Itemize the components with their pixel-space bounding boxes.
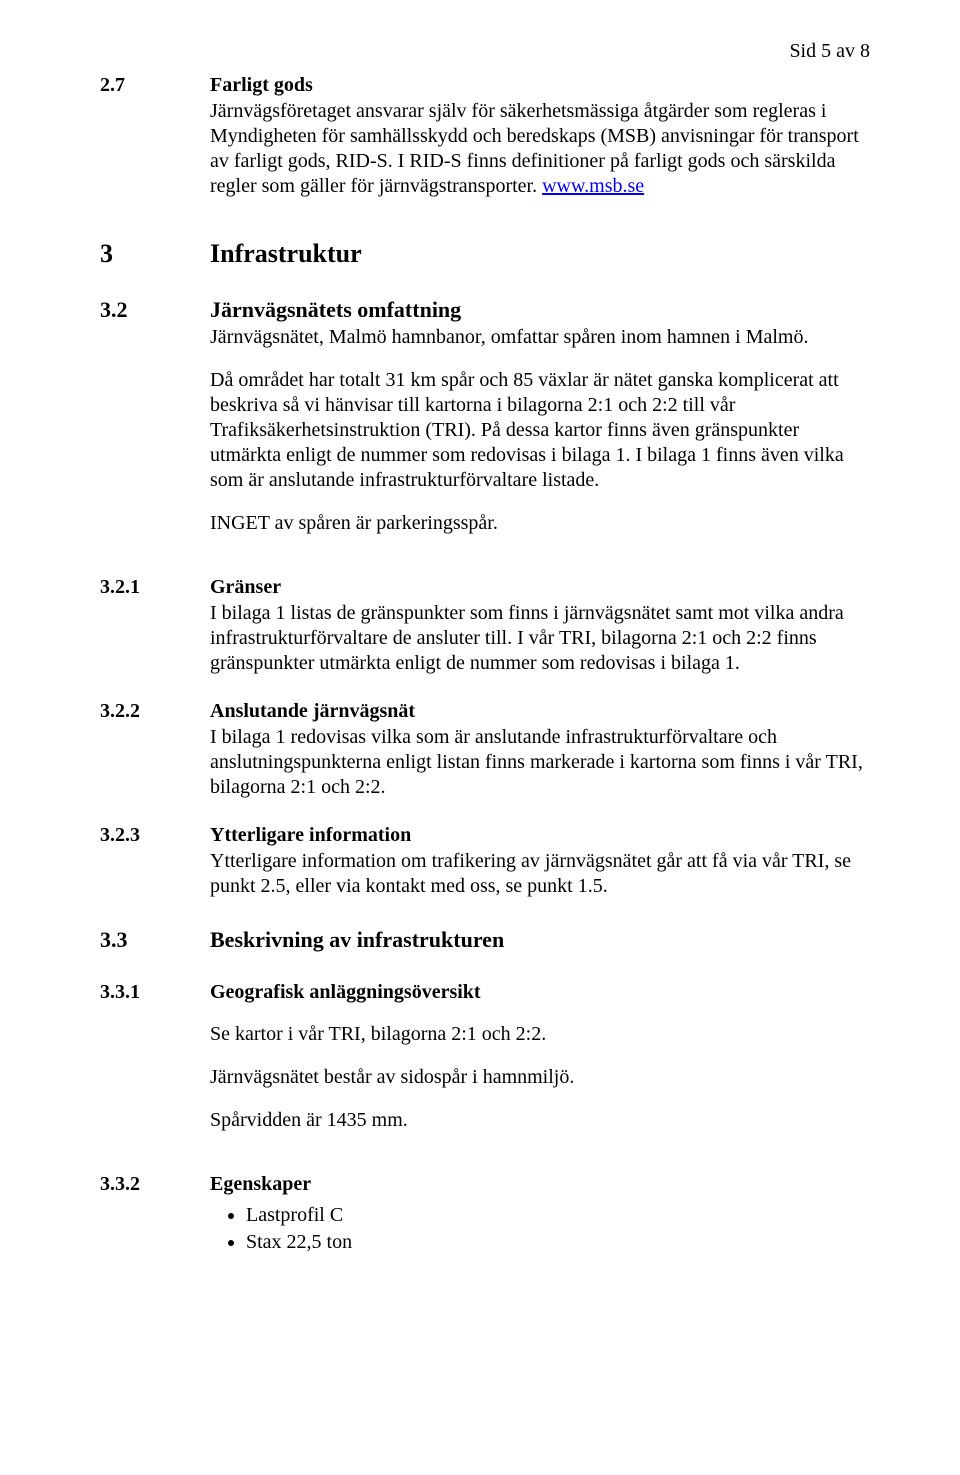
list-item: Stax 22,5 ton	[246, 1229, 870, 1256]
section-3-2-1: 3.2.1 Gränser I bilaga 1 listas de gräns…	[100, 576, 870, 676]
section-2-7: 2.7 Farligt gods Järnvägsföretaget ansva…	[100, 74, 870, 199]
paragraph-text: Järnvägsföretaget ansvarar själv för säk…	[210, 100, 859, 197]
section-number: 3.2.2	[100, 700, 210, 723]
section-number: 3.3.2	[100, 1173, 210, 1196]
section-title: Infrastruktur	[210, 239, 870, 269]
section-3-2: 3.2 Järnvägsnätets omfattning Järnvägsnä…	[100, 297, 870, 536]
paragraph: INGET av spåren är parkeringsspår.	[210, 511, 870, 536]
section-3-2-2: 3.2.2 Anslutande järnvägsnät I bilaga 1 …	[100, 700, 870, 800]
section-number: 3	[100, 239, 210, 269]
section-number: 3.2.3	[100, 824, 210, 847]
section-number: 3.2.1	[100, 576, 210, 599]
section-number: 3.2	[100, 297, 210, 323]
paragraph: Då området har totalt 31 km spår och 85 …	[210, 368, 870, 493]
section-title: Farligt gods	[210, 74, 870, 97]
section-3-2-3: 3.2.3 Ytterligare information Ytterligar…	[100, 824, 870, 899]
section-number: 3.3	[100, 927, 210, 953]
section-title: Järnvägsnätets omfattning	[210, 297, 870, 323]
list-item: Lastprofil C	[246, 1202, 870, 1229]
section-3-3-1: 3.3.1 Geografisk anläggningsöversikt Se …	[100, 981, 870, 1133]
link-msb[interactable]: www.msb.se	[542, 175, 644, 197]
paragraph: Järnvägsföretaget ansvarar själv för säk…	[210, 99, 870, 199]
page-indicator: Sid 5 av 8	[789, 40, 870, 63]
paragraph: I bilaga 1 redovisas vilka som är anslut…	[210, 725, 870, 800]
bullet-list: Lastprofil C Stax 22,5 ton	[210, 1202, 870, 1256]
paragraph: Järnvägsnätet, Malmö hamnbanor, omfattar…	[210, 325, 870, 350]
section-title: Egenskaper	[210, 1173, 870, 1196]
section-title: Beskrivning av infrastrukturen	[210, 927, 870, 953]
section-title: Anslutande järnvägsnät	[210, 700, 870, 723]
paragraph: Se kartor i vår TRI, bilagorna 2:1 och 2…	[210, 1022, 870, 1047]
paragraph: I bilaga 1 listas de gränspunkter som fi…	[210, 601, 870, 676]
section-number: 3.3.1	[100, 981, 210, 1004]
paragraph: Spårvidden är 1435 mm.	[210, 1108, 870, 1133]
section-title: Geografisk anläggningsöversikt	[210, 981, 870, 1004]
section-3: 3 Infrastruktur	[100, 239, 870, 269]
paragraph: Järnvägsnätet består av sidospår i hamnm…	[210, 1065, 870, 1090]
paragraph: Ytterligare information om trafikering a…	[210, 849, 870, 899]
section-number: 2.7	[100, 74, 210, 97]
document-page: Sid 5 av 8 2.7 Farligt gods Järnvägsföre…	[0, 0, 960, 1475]
section-title: Gränser	[210, 576, 870, 599]
section-3-3-2: 3.3.2 Egenskaper Lastprofil C Stax 22,5 …	[100, 1173, 870, 1256]
section-title: Ytterligare information	[210, 824, 870, 847]
section-3-3: 3.3 Beskrivning av infrastrukturen	[100, 927, 870, 953]
